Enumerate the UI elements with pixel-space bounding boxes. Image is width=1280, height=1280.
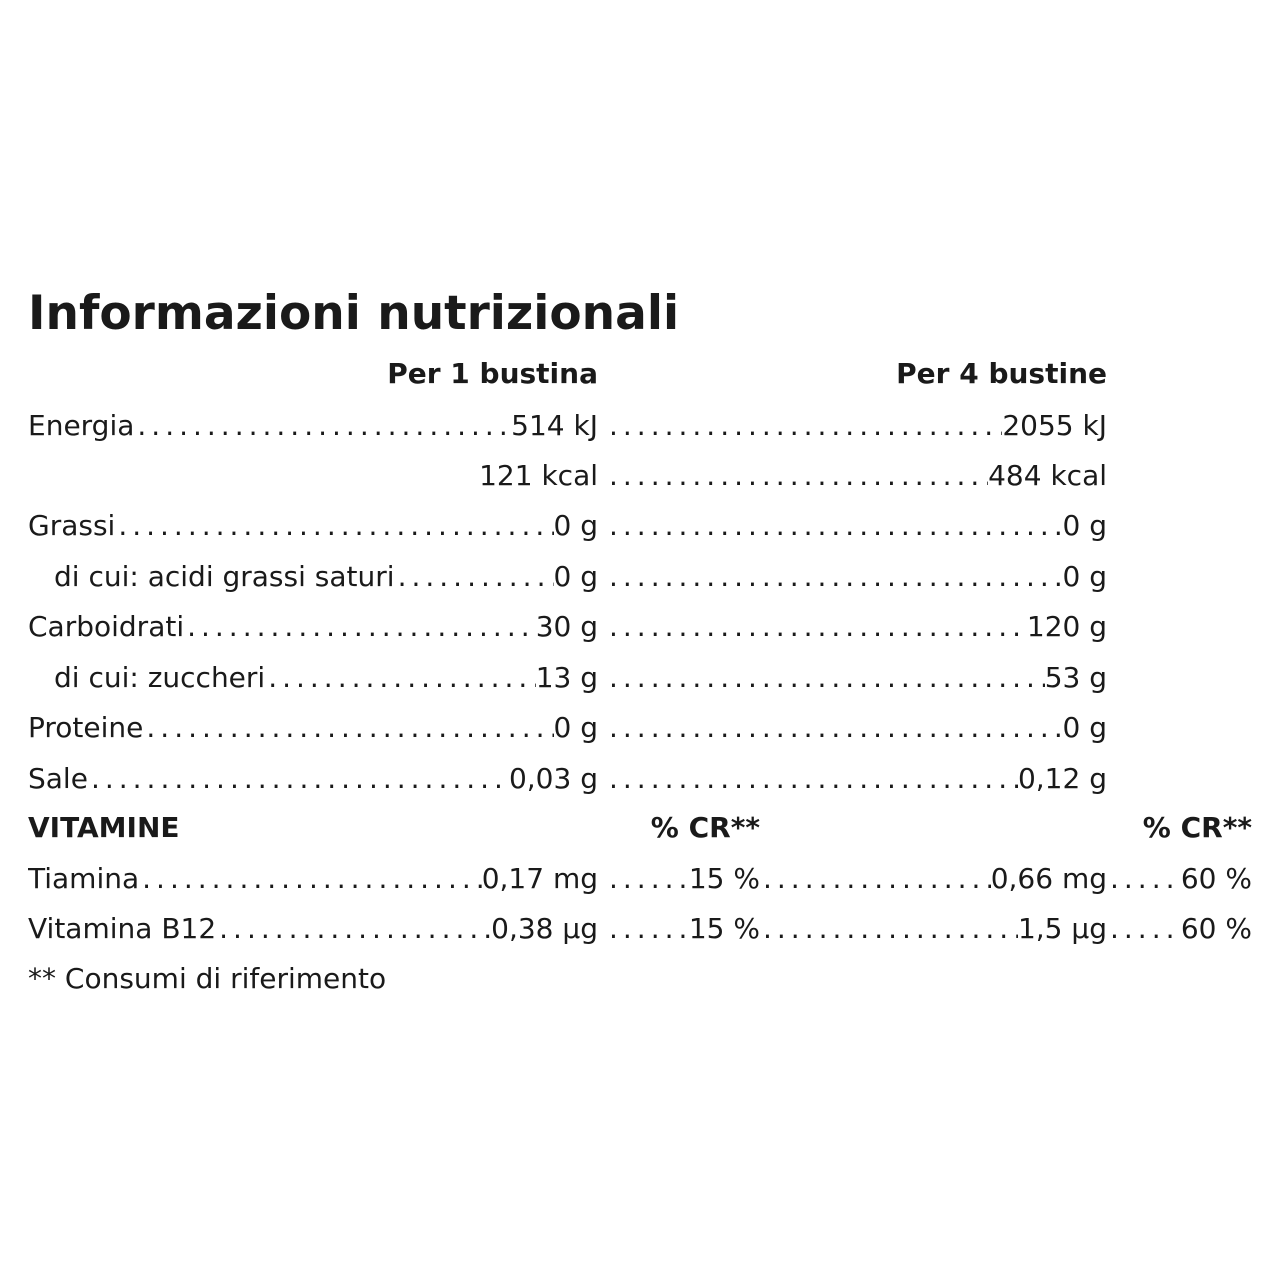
value-per-4: 0,66 mg xyxy=(990,857,1107,901)
label-title: Informazioni nutrizionali xyxy=(28,286,680,341)
vitamins-heading: VITAMINE xyxy=(28,811,180,844)
nutrient-name: di cui: zuccheri xyxy=(54,656,266,700)
value-per-4: 0,12 g xyxy=(1017,757,1107,801)
value-per-4: 0 g xyxy=(1062,504,1107,548)
leader-dots: ........................................… xyxy=(187,610,536,643)
nutrient-row-fat: Grassi..................................… xyxy=(0,504,1280,548)
cr-header-per-4: % CR** xyxy=(1142,811,1252,844)
value-per-1: 0 g xyxy=(553,706,598,750)
value-per-1: 514 kJ xyxy=(511,404,598,448)
cr-per-1: 15 % xyxy=(688,907,760,951)
leader-dots: ........................................… xyxy=(609,409,1002,442)
value-per-1: 121 kcal xyxy=(479,454,598,498)
nutrient-row-energy-kj: Energia.................................… xyxy=(0,404,1280,448)
vitamin-name: Tiamina xyxy=(28,857,140,901)
vitamin-name: Vitamina B12 xyxy=(28,907,217,951)
nutrient-row-sugars: di cui: zuccheri........................… xyxy=(0,656,1280,700)
nutrient-row-energy-kcal: 121 kcal ...............................… xyxy=(0,454,1280,498)
leader-dots: ............... xyxy=(1110,912,1181,945)
value-per-4: 53 g xyxy=(1044,656,1107,700)
nutrient-name: di cui: acidi grassi saturi xyxy=(54,555,395,599)
nutrient-name: Grassi xyxy=(28,504,116,548)
leader-dots: ........................................… xyxy=(118,509,553,542)
nutrient-name: Sale xyxy=(28,757,88,801)
leader-dots: ........................................… xyxy=(219,912,491,945)
leader-dots: ................ xyxy=(609,862,689,895)
leader-dots: ........................................… xyxy=(268,661,535,694)
footnote: ** Consumi di riferimento xyxy=(28,962,387,995)
leader-dots: ........................................… xyxy=(142,862,482,895)
leader-dots: ........................................… xyxy=(397,560,554,593)
leader-dots: .................................... xyxy=(763,862,991,895)
value-per-1: 0,17 mg xyxy=(481,857,598,901)
vitamin-row-thiamine: Tiamina.................................… xyxy=(0,857,1280,901)
nutrient-row-saturated-fat: di cui: acidi grassi saturi.............… xyxy=(0,555,1280,599)
leader-dots: ........................................… xyxy=(609,610,1027,643)
leader-dots: ........................................… xyxy=(137,409,516,442)
value-per-1: 0,38 µg xyxy=(491,907,598,951)
nutrient-row-carbohydrates: Carboidrati.............................… xyxy=(0,605,1280,649)
value-per-1: 30 g xyxy=(535,605,598,649)
leader-dots: .................................... xyxy=(763,912,1018,945)
value-per-1: 0 g xyxy=(553,555,598,599)
leader-dots: ........................................… xyxy=(609,509,1063,542)
leader-dots: ........................................… xyxy=(146,711,554,744)
leader-dots: ........................................… xyxy=(609,762,1018,795)
leader-dots: ........................................… xyxy=(609,560,1063,593)
nutrient-name: Proteine xyxy=(28,706,144,750)
nutrient-name: Carboidrati xyxy=(28,605,185,649)
leader-dots: ........................................… xyxy=(609,459,988,492)
cr-per-4: 60 % xyxy=(1180,907,1252,951)
column-header-per-1: Per 1 bustina xyxy=(387,357,598,390)
nutrient-row-protein: Proteine................................… xyxy=(0,706,1280,750)
cr-per-1: 15 % xyxy=(688,857,760,901)
cr-per-4: 60 % xyxy=(1180,857,1252,901)
cr-header-per-1: % CR** xyxy=(650,811,760,844)
value-per-4: 2055 kJ xyxy=(1002,404,1107,448)
leader-dots: ............... xyxy=(1110,862,1181,895)
value-per-4: 1,5 µg xyxy=(1017,907,1107,951)
nutrient-row-salt: Sale....................................… xyxy=(0,757,1280,801)
value-per-1: 0,03 g xyxy=(508,757,598,801)
vitamin-row-b12: Vitamina B12............................… xyxy=(0,907,1280,951)
value-per-4: 120 g xyxy=(1026,605,1107,649)
value-per-1: 13 g xyxy=(535,656,598,700)
leader-dots: ................ xyxy=(609,912,689,945)
leader-dots: ........................................… xyxy=(90,762,509,795)
column-header-per-4: Per 4 bustine xyxy=(896,357,1107,390)
value-per-4: 0 g xyxy=(1062,555,1107,599)
nutrient-name: Energia xyxy=(28,404,135,448)
leader-dots: ........................................… xyxy=(609,711,1063,744)
value-per-1: 0 g xyxy=(553,504,598,548)
value-per-4: 0 g xyxy=(1062,706,1107,750)
leader-dots: ........................................… xyxy=(609,661,1045,694)
value-per-4: 484 kcal xyxy=(988,454,1107,498)
